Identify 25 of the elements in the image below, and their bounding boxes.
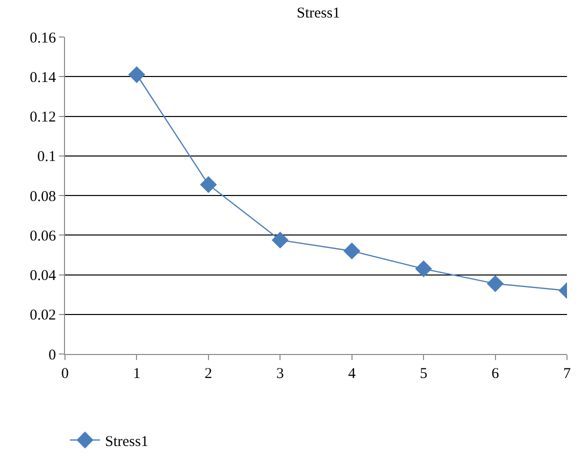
y-tick-label: 0.04 [30,268,56,284]
y-tick-label: 0.02 [30,308,56,324]
y-tick-label: 0.06 [30,228,56,244]
point [200,176,217,194]
point [343,242,360,260]
x-tick-label: 0 [61,366,69,382]
y-tick-label: 0.08 [30,188,56,205]
y-tick-label: 0.16 [30,30,56,46]
legend-label: Stress1 [105,434,148,450]
chart-title: Stress1 [296,6,340,22]
x-tick-label: 1 [132,366,140,382]
y-tick-label: 0.1 [37,149,56,166]
y-tick-label: 0.14 [30,70,56,86]
point [272,232,289,249]
x-tick-label: 2 [204,366,212,382]
point [415,260,432,278]
point [486,275,504,292]
x-tick-label: 4 [348,366,356,382]
x-tick-label: 7 [563,366,572,382]
x-tick-label: 3 [276,366,284,382]
y-tick-label: 0 [48,347,56,364]
y-tick-label: 0.12 [30,110,56,126]
x-tick-label: 5 [420,366,428,382]
x-tick-label: 6 [492,366,500,382]
point [128,66,146,84]
